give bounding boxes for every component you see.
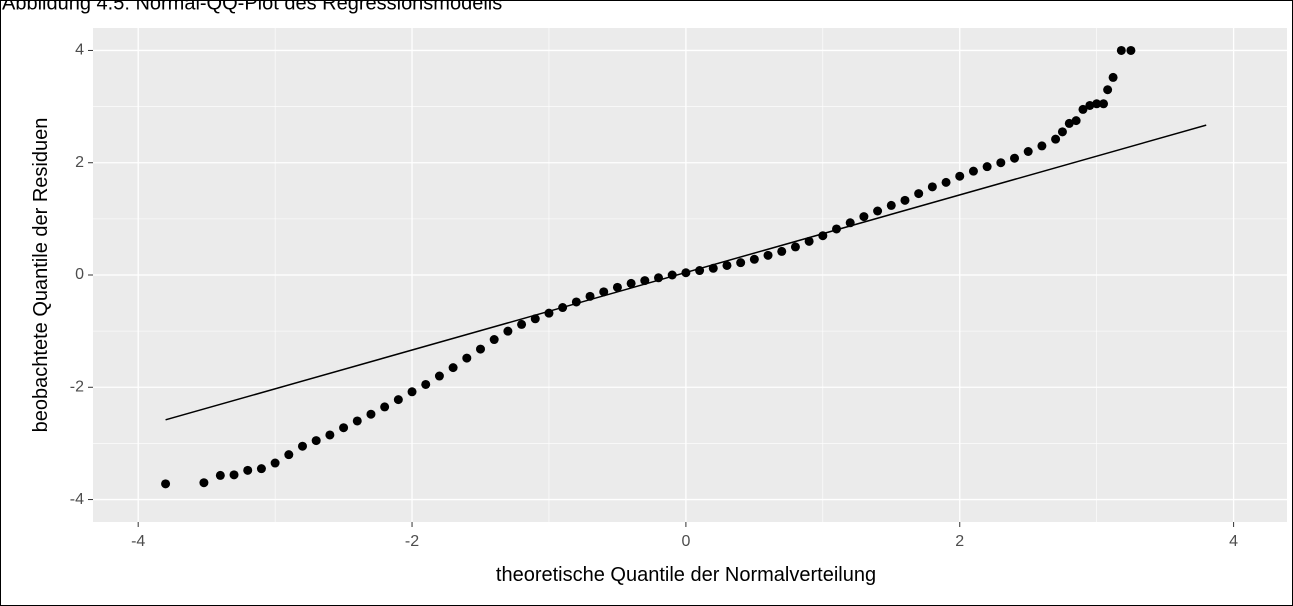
x-tick-label: 0 — [681, 533, 690, 550]
point — [777, 246, 787, 256]
point — [434, 371, 444, 381]
y-tick-label: 4 — [75, 42, 84, 59]
y-tick-label: -4 — [70, 491, 84, 508]
point — [421, 379, 431, 389]
chart-title: Abbildung 4.5: Normal-QQ-Plot des Regres… — [2, 0, 502, 14]
point — [1057, 127, 1067, 137]
point — [927, 182, 937, 192]
point — [352, 416, 362, 426]
point — [1051, 134, 1061, 144]
point — [1037, 141, 1047, 151]
point — [736, 258, 746, 268]
point — [229, 470, 239, 480]
point — [1023, 147, 1033, 156]
point — [462, 353, 472, 363]
point — [393, 395, 403, 405]
reference-line — [165, 124, 1207, 421]
point — [503, 326, 513, 336]
x-axis-title: theoretische Quantile der Normalverteilu… — [496, 564, 876, 586]
point — [1078, 104, 1088, 114]
point — [489, 335, 499, 345]
point — [1092, 99, 1102, 109]
point — [804, 236, 814, 246]
point — [982, 162, 992, 172]
point — [339, 423, 349, 433]
point — [243, 465, 253, 475]
point — [886, 200, 896, 210]
point — [311, 436, 321, 446]
point — [722, 260, 732, 270]
point — [626, 278, 636, 288]
y-tick-label: -2 — [70, 378, 84, 395]
point — [215, 470, 225, 480]
y-tick-label: 0 — [75, 266, 84, 283]
point — [859, 212, 869, 222]
point — [1064, 118, 1074, 128]
point — [900, 195, 910, 205]
point — [599, 287, 609, 297]
point — [199, 478, 209, 488]
point — [968, 166, 978, 176]
point — [612, 282, 622, 292]
point — [366, 409, 376, 419]
point — [380, 402, 390, 412]
point — [256, 464, 266, 474]
point — [161, 479, 171, 489]
point — [1108, 72, 1118, 82]
point — [955, 171, 965, 181]
point — [1010, 153, 1020, 163]
y-tick-label: 2 — [75, 154, 84, 171]
point — [284, 450, 294, 460]
point — [517, 319, 527, 329]
point — [1103, 85, 1113, 95]
point — [297, 441, 307, 451]
point — [476, 344, 486, 354]
point — [996, 158, 1006, 168]
point — [407, 387, 417, 397]
y-axis-title: beobachtete Quantile der Residuen — [30, 118, 52, 433]
point — [763, 250, 773, 260]
point — [941, 177, 951, 187]
point — [325, 430, 335, 440]
point — [1116, 45, 1126, 55]
x-tick-label: -4 — [131, 533, 145, 550]
point — [448, 363, 458, 373]
point — [790, 242, 800, 252]
point — [270, 458, 280, 468]
point — [1126, 45, 1136, 55]
x-tick-label: 4 — [1229, 533, 1238, 550]
point — [1085, 100, 1095, 110]
point — [914, 189, 924, 199]
point — [749, 254, 759, 264]
point — [1071, 116, 1081, 126]
x-tick-label: 2 — [955, 533, 964, 550]
point — [1099, 99, 1109, 109]
point — [873, 206, 883, 216]
x-tick-label: -2 — [405, 533, 419, 550]
